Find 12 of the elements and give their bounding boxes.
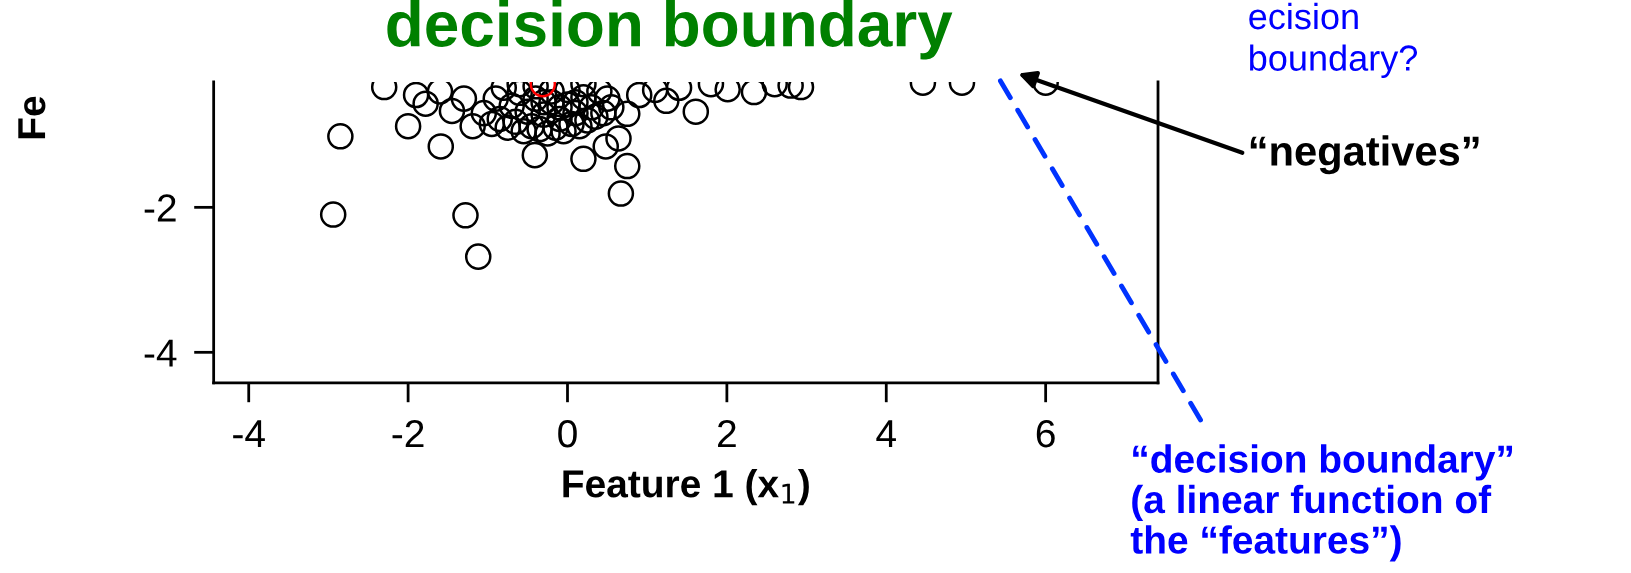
- y-axis-title: Fe: [18, 96, 46, 139]
- x-tick-label: -4: [233, 420, 265, 448]
- text: “negatives”: [1250, 135, 1479, 175]
- x-tick-label: 4: [876, 420, 896, 448]
- x-axis-title: Feature 1 (x$_{1}$): [563, 469, 809, 506]
- chart-title: decision boundary: [387, 0, 953, 60]
- x-tick-label: 2: [718, 419, 736, 448]
- x-tick-label: 6: [1036, 419, 1055, 448]
- x-tick-label: -2: [392, 419, 424, 448]
- text: ecision boundary?: [1249, 2, 1418, 79]
- text: “decision boundary” (a linear function of the “features”): [1130, 444, 1513, 562]
- x-tick-label: 0: [558, 419, 577, 448]
